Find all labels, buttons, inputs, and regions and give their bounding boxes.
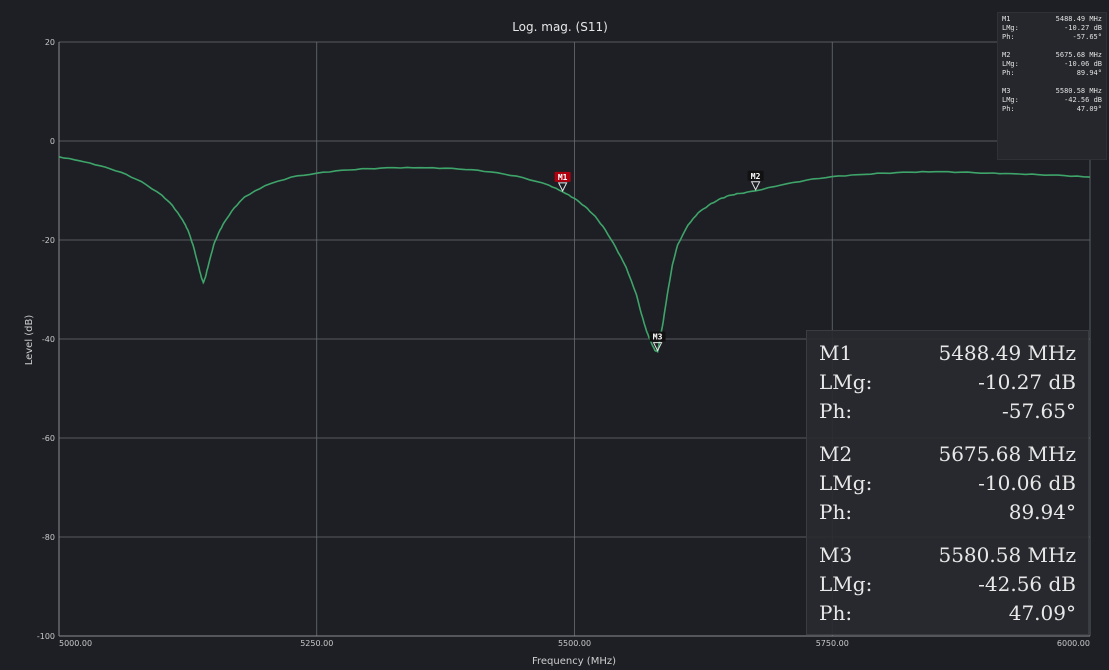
readout-small-m3-ph: 47.09°	[1076, 105, 1102, 113]
readout-small-m2-name: M2	[1002, 51, 1011, 59]
x-tick-label: 5000.00	[59, 639, 92, 648]
readout-small-m1: M1 5488.49 MHz LMg: -10.27 dB Ph: -57.65°	[1002, 15, 1102, 42]
marker-triangle-icon	[652, 342, 663, 352]
y-tick-label: -80	[42, 533, 55, 542]
chart-title: Log. mag. (S11)	[512, 20, 608, 34]
y-tick-label: -100	[37, 632, 55, 641]
readout-small-m2: M2 5675.68 MHz LMg: -10.06 dB Ph: 89.94°	[1002, 51, 1102, 78]
readout-small-m2-freq: 5675.68 MHz	[1055, 51, 1102, 59]
readout-large-m2: M2 5675.68 MHz LMg: -10.06 dB Ph: 89.94°	[819, 440, 1076, 527]
tick-labels: 20 0 -20 -40 -60 -80 -100 5000.00 5250.00 5500.00…	[37, 38, 1090, 648]
readout-small-m3: M3 5580.58 MHz LMg: -42.56 dB Ph: 47.09°	[1002, 87, 1102, 114]
marker-readout-large: M1 5488.49 MHz LMg: -10.27 dB Ph: -57.65° M…	[806, 330, 1089, 635]
s11-trace	[58, 156, 1091, 353]
readout-small-m3-ph-label: Ph:	[1002, 105, 1015, 113]
readout-large-m1-ph-label: Ph:	[819, 399, 853, 423]
readout-large-m1-lmg: -10.27 dB	[978, 370, 1076, 394]
axes	[58, 42, 1090, 637]
readout-large-m2-lmg-label: LMg:	[819, 471, 873, 495]
readout-large-m3: M3 5580.58 MHz LMg: -42.56 dB Ph: 47.09°	[819, 541, 1076, 628]
readout-large-m2-ph-label: Ph:	[819, 500, 853, 524]
readout-small-m3-lmg-label: LMg:	[1002, 96, 1019, 104]
y-axis-label: Level (dB)	[24, 315, 35, 366]
marker-readout-small: M1 5488.49 MHz LMg: -10.27 dB Ph: -57.65° M…	[997, 12, 1107, 160]
readout-large-m1: M1 5488.49 MHz LMg: -10.27 dB Ph: -57.65°	[819, 339, 1076, 426]
readout-small-m2-ph-label: Ph:	[1002, 69, 1015, 77]
x-tick-label: 5250.00	[300, 639, 333, 648]
marker-triangle-icon	[750, 181, 761, 191]
readout-small-m3-freq: 5580.58 MHz	[1055, 87, 1102, 95]
x-tick-label: 6000.00	[1057, 639, 1090, 648]
marker-m2[interactable]: M2	[747, 170, 764, 191]
readout-small-m1-lmg: -10.27 dB	[1064, 24, 1102, 32]
readout-small-m1-ph: -57.65°	[1072, 33, 1102, 41]
readout-large-m3-lmg: -42.56 dB	[978, 572, 1076, 596]
readout-small-m1-freq: 5488.49 MHz	[1055, 15, 1102, 23]
readout-small-m2-lmg-label: LMg:	[1002, 60, 1019, 68]
readout-large-m2-name: M2	[819, 442, 853, 466]
readout-large-m2-lmg: -10.06 dB	[978, 471, 1076, 495]
readout-large-m3-freq: 5580.58 MHz	[938, 543, 1076, 567]
marker-m1[interactable]: M1	[554, 171, 571, 192]
marker-label: M3	[653, 333, 663, 342]
marker-label-bg	[649, 331, 666, 342]
marker-m3[interactable]: M3	[649, 331, 666, 352]
x-tick-label: 5500.00	[558, 639, 591, 648]
markers: M1 M2 M3	[554, 170, 764, 352]
y-tick-label: -20	[42, 236, 55, 245]
readout-large-m3-ph-label: Ph:	[819, 601, 853, 625]
readout-large-m3-name: M3	[819, 543, 853, 567]
readout-large-m1-lmg-label: LMg:	[819, 370, 873, 394]
readout-large-m1-name: M1	[819, 341, 853, 365]
readout-small-m1-ph-label: Ph:	[1002, 33, 1015, 41]
readout-large-m1-ph: -57.65°	[1001, 399, 1076, 423]
readout-large-m1-freq: 5488.49 MHz	[938, 341, 1076, 365]
y-tick-label: 20	[45, 38, 55, 47]
marker-label-bg	[554, 171, 571, 182]
readout-small-m3-lmg: -42.56 dB	[1064, 96, 1102, 104]
y-tick-label: -40	[42, 335, 55, 344]
readout-small-m1-name: M1	[1002, 15, 1011, 23]
readout-small-m1-lmg-label: LMg:	[1002, 24, 1019, 32]
readout-small-m3-name: M3	[1002, 87, 1011, 95]
marker-triangle-icon	[557, 182, 568, 192]
readout-large-m3-lmg-label: LMg:	[819, 572, 873, 596]
y-tick-label: -60	[42, 434, 55, 443]
marker-label: M2	[751, 172, 761, 181]
marker-label-bg	[747, 170, 764, 181]
marker-label: M1	[558, 173, 568, 182]
readout-large-m2-freq: 5675.68 MHz	[938, 442, 1076, 466]
readout-large-m2-ph: 89.94°	[1008, 500, 1076, 524]
x-axis-label: Frequency (MHz)	[532, 656, 616, 667]
y-tick-label: 0	[50, 137, 55, 146]
readout-small-m2-lmg: -10.06 dB	[1064, 60, 1102, 68]
readout-small-m2-ph: 89.94°	[1076, 69, 1102, 77]
x-tick-label: 5750.00	[816, 639, 849, 648]
readout-large-m3-ph: 47.09°	[1008, 601, 1076, 625]
